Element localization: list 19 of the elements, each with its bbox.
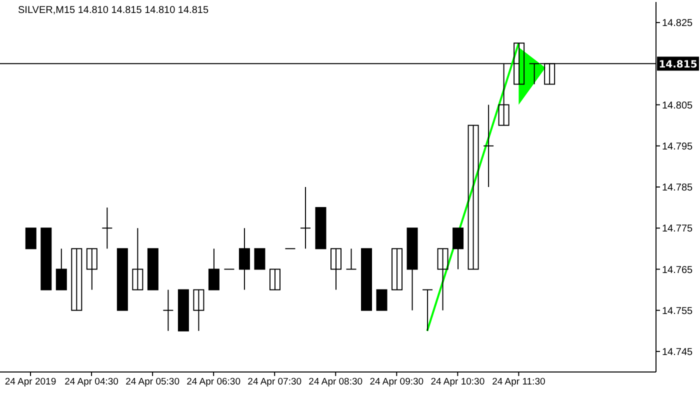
x-tick-label: 24 Apr 04:30	[64, 376, 118, 388]
x-tick-label: 24 Apr 07:30	[248, 376, 302, 388]
y-tick-label: 14.745	[662, 346, 694, 358]
y-tick-label: 14.755	[662, 306, 694, 317]
ref-line-label: 14.815	[658, 60, 698, 71]
x-tick-label: 24 Apr 06:30	[186, 376, 241, 388]
y-tick-label: 14.775	[662, 224, 694, 235]
y-tick-label: 14.825	[662, 18, 694, 30]
y-tick-label: 14.805	[662, 100, 694, 112]
x-tick-label: 24 Apr 08:30	[308, 376, 363, 388]
x-tick-label: 24 Apr 11:30	[492, 376, 546, 388]
y-tick-label: 14.765	[662, 264, 694, 276]
x-tick-label: 24 Apr 2019	[4, 376, 56, 388]
y-tick-label: 14.795	[662, 141, 694, 152]
x-tick-label: 24 Apr 09:30	[370, 376, 424, 388]
chart-title: SILVER,M15 14.810 14.815 14.810 14.815	[18, 5, 209, 16]
x-tick-label: 24 Apr 05:30	[126, 376, 180, 388]
x-tick-label: 24 Apr 10:30	[430, 376, 485, 388]
y-tick-label: 14.785	[662, 182, 694, 194]
